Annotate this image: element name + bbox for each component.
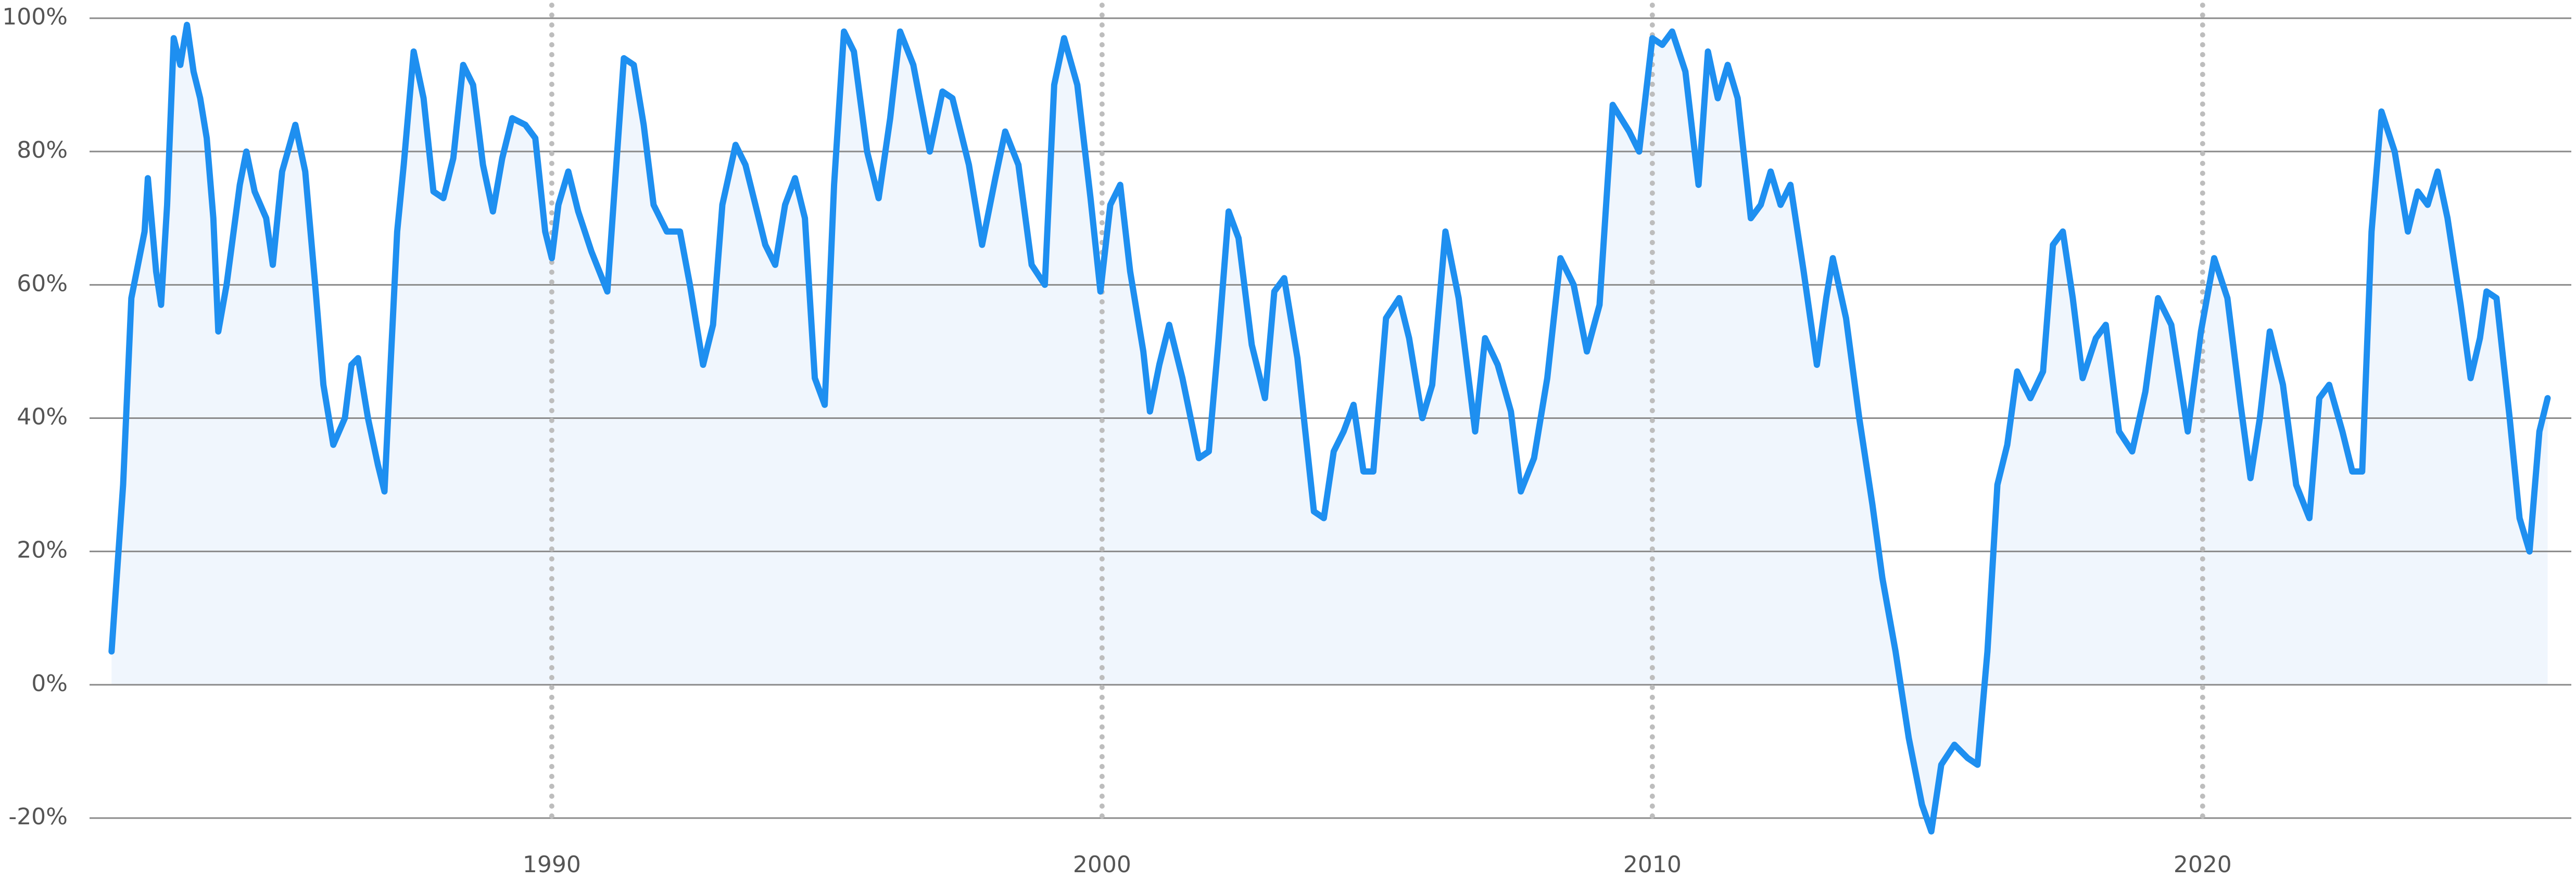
y-tick-label: -20% — [8, 804, 68, 830]
y-tick-label: 20% — [17, 537, 68, 564]
x-tick-label: 1990 — [523, 851, 581, 878]
y-tick-label: 0% — [31, 670, 68, 697]
x-tick-label: 2000 — [1073, 851, 1131, 878]
line — [108, 21, 2551, 835]
y-tick-label: 60% — [17, 270, 68, 297]
x-tick-label: 2020 — [2174, 851, 2232, 878]
y-tick-label: 40% — [17, 404, 68, 430]
area — [111, 24, 2548, 832]
x-tick-label: 2010 — [1623, 851, 1682, 878]
y-tick-label: 100% — [2, 4, 68, 30]
y-tick-label: 80% — [17, 137, 68, 163]
